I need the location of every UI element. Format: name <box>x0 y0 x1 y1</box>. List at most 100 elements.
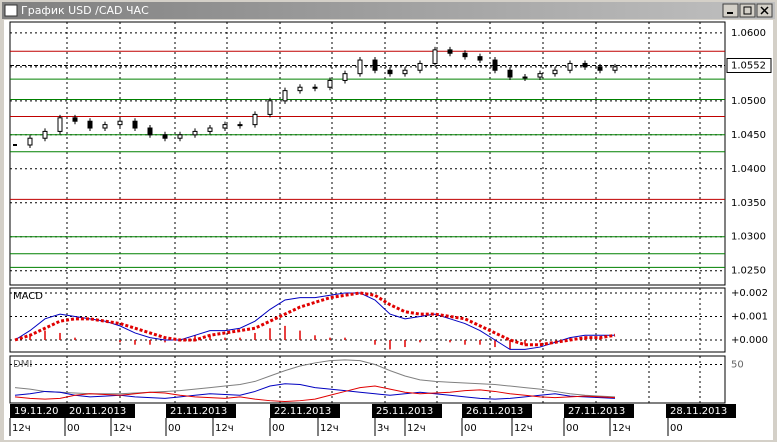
macd-title: MACD <box>13 291 43 302</box>
hour-label: 00 <box>670 423 683 434</box>
candle <box>132 120 138 129</box>
current-price-box <box>726 57 772 73</box>
y-tick-label: 1.0400 <box>731 164 766 175</box>
hour-label: 12ч <box>12 423 31 434</box>
hour-label: 00 <box>464 423 477 434</box>
hour-label: 00 <box>566 423 579 434</box>
y-tick-label: 1.0350 <box>731 198 766 209</box>
date-box <box>166 404 236 418</box>
candle <box>447 49 453 54</box>
minimize-button[interactable] <box>722 3 739 18</box>
date-label: 21.11.2013 <box>170 406 227 417</box>
candle <box>312 86 318 89</box>
hour-label: 12ч <box>514 423 533 434</box>
candle <box>612 66 618 71</box>
candle <box>507 69 513 78</box>
hour-label: 12ч <box>113 423 132 434</box>
indicator-line <box>14 383 616 400</box>
hour-label: 00 <box>67 423 80 434</box>
candle <box>402 69 408 75</box>
candle <box>222 124 228 129</box>
date-box <box>372 404 442 418</box>
candle <box>13 144 17 147</box>
hour-label: 12ч <box>215 423 234 434</box>
candle <box>567 62 573 71</box>
y-tick-label: 50 <box>731 359 744 370</box>
candle <box>432 49 438 64</box>
candle <box>207 127 213 132</box>
date-label: 20.11.2013 <box>69 406 126 417</box>
candle <box>477 56 483 61</box>
candle <box>297 86 303 92</box>
hour-label: 3ч <box>377 423 389 434</box>
hour-label: 12ч <box>320 423 339 434</box>
window-icon <box>4 4 18 17</box>
candle <box>582 62 588 68</box>
candle <box>27 137 33 146</box>
maximize-button[interactable] <box>739 3 756 18</box>
date-box <box>65 404 135 418</box>
date-label: 22.11.2013 <box>274 406 331 417</box>
candle <box>327 79 333 88</box>
y-tick-label: +0.000 <box>731 335 768 346</box>
date-label: 19.11.20 <box>14 406 59 417</box>
date-label: 27.11.2013 <box>568 406 625 417</box>
date-box <box>564 404 634 418</box>
hour-label: 12ч <box>407 423 426 434</box>
candle <box>72 117 78 122</box>
window-buttons[interactable] <box>722 3 773 18</box>
candle <box>417 62 423 71</box>
candle <box>522 76 528 79</box>
candle <box>597 66 603 71</box>
date-box <box>462 404 532 418</box>
candle <box>57 117 63 132</box>
hour-label: 12ч <box>612 423 631 434</box>
candle <box>537 73 543 78</box>
date-label: 25.11.2013 <box>376 406 433 417</box>
candle <box>42 130 48 139</box>
candle <box>282 90 288 102</box>
candle <box>252 113 258 126</box>
candle <box>387 69 393 75</box>
candle <box>492 59 498 71</box>
candle <box>462 52 468 58</box>
candle <box>357 59 363 75</box>
candle <box>117 120 123 126</box>
candle <box>162 134 168 139</box>
y-tick-label: +0.002 <box>731 288 768 299</box>
date-box <box>270 404 340 418</box>
candle <box>192 130 198 136</box>
dmi-panel <box>9 355 726 404</box>
y-tick-label: 1.0600 <box>731 28 766 39</box>
indicator-line <box>14 292 615 350</box>
current-price-label: 1.0552 <box>731 60 766 71</box>
indicator-line <box>14 385 616 402</box>
candle <box>342 73 348 81</box>
y-tick-label: +0.001 <box>731 311 768 322</box>
maximize-icon <box>743 6 752 15</box>
window-title: График USD /CAD ЧАС <box>21 4 149 17</box>
chart-area <box>4 20 773 440</box>
date-box <box>666 404 736 418</box>
candle <box>267 100 273 115</box>
candle <box>372 59 378 71</box>
hour-label: 00 <box>168 423 181 434</box>
y-tick-label: 1.0500 <box>731 96 766 107</box>
title-bar <box>2 2 775 19</box>
hour-label: 00 <box>272 423 285 434</box>
y-tick-label: 1.0300 <box>731 232 766 243</box>
indicator-line <box>14 359 616 398</box>
macd-panel <box>9 287 726 353</box>
y-tick-label: 1.0450 <box>731 130 766 141</box>
candle <box>177 134 183 139</box>
y-tick-label: 1.0250 <box>731 266 766 277</box>
candle <box>552 69 558 75</box>
candle <box>87 120 93 129</box>
dmi-title: DMI <box>13 359 32 370</box>
date-label: 26.11.2013 <box>466 406 523 417</box>
close-icon <box>760 6 769 15</box>
candle <box>102 124 108 129</box>
date-box <box>10 404 80 418</box>
main-panel <box>9 21 726 286</box>
candle <box>237 124 243 127</box>
